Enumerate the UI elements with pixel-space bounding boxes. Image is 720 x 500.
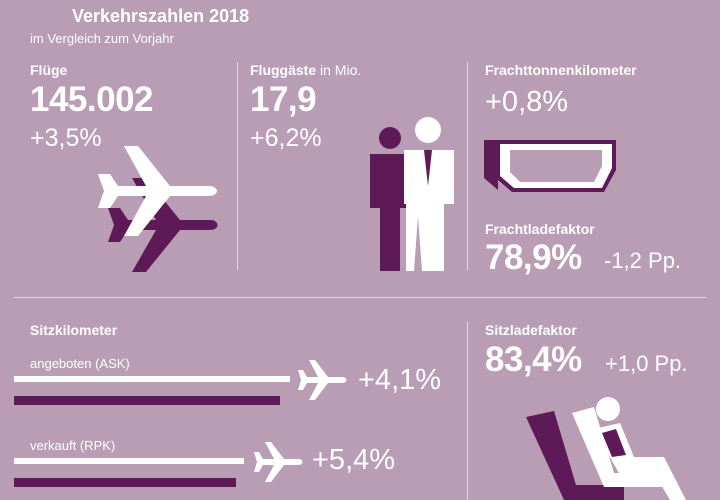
rpk-label: verkauft (RPK) — [30, 438, 116, 453]
cargo-label: Frachttonnenkilometer — [485, 62, 637, 78]
seat-km-label: Sitzkilometer — [30, 322, 118, 338]
page-title: Verkehrszahlen 2018 — [72, 6, 250, 26]
rpk-bar — [14, 458, 244, 464]
divider-horizontal — [14, 297, 706, 298]
rpk-change: +5,4% — [312, 444, 396, 476]
page-subtitle: im Vergleich zum Vorjahr — [30, 31, 174, 46]
airplane-icon — [298, 360, 347, 400]
flights-change: +3,5% — [30, 124, 102, 152]
divider-vertical-2 — [467, 62, 468, 270]
cargo-container-icon — [484, 140, 616, 192]
airplane-icon — [98, 146, 218, 272]
seat-load-factor-label: Sitzladefaktor — [485, 322, 577, 338]
passengers-label: Fluggäste in Mio. — [250, 62, 362, 78]
passengers-change: +6,2% — [250, 124, 322, 152]
passengers-value: 17,9 — [250, 80, 317, 119]
cargo-load-factor-value: 78,9% — [485, 238, 582, 277]
seat-load-factor-change: +1,0 Pp. — [605, 351, 688, 376]
ask-bar — [14, 376, 290, 382]
divider-vertical-3 — [467, 322, 468, 500]
cargo-load-factor-label: Frachtladefaktor — [485, 221, 595, 237]
ask-bar-previous — [14, 396, 280, 405]
flights-label: Flüge — [30, 62, 68, 78]
passengers-icon — [370, 117, 454, 271]
seat-load-factor-value: 83,4% — [485, 340, 582, 379]
flights-value: 145.002 — [30, 80, 154, 119]
ask-change: +4,1% — [358, 364, 442, 396]
ask-label: angeboten (ASK) — [30, 356, 130, 371]
cargo-load-factor-change: -1,2 Pp. — [604, 248, 682, 273]
rpk-bar-previous — [14, 478, 236, 487]
seated-passenger-icon — [526, 397, 686, 500]
cargo-change: +0,8% — [485, 86, 569, 118]
airplane-icon — [254, 442, 303, 482]
divider-vertical-1 — [237, 62, 238, 270]
